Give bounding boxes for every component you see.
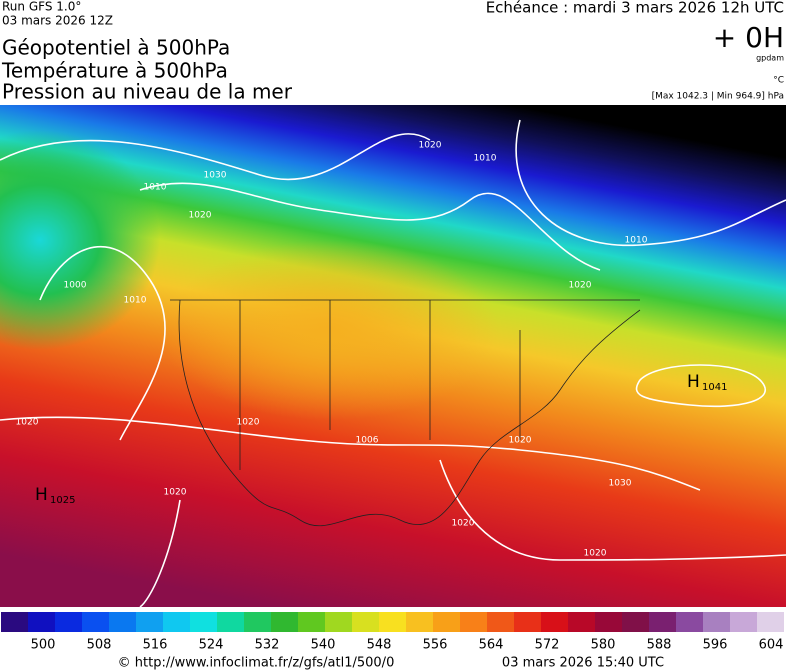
colorbar-swatch — [244, 612, 271, 632]
colorbar-swatch — [649, 612, 676, 632]
colorbar-swatch — [1, 612, 28, 632]
isobar-label: 1020 — [569, 281, 592, 291]
colorbar-swatch — [541, 612, 568, 632]
colorbar-label: 580 — [591, 638, 616, 653]
colorbar-label: 508 — [87, 638, 112, 653]
colorbar-swatch — [55, 612, 82, 632]
isobar-label: 1010 — [625, 236, 648, 246]
colorbar-label: 564 — [479, 638, 504, 653]
colorbar-swatch — [136, 612, 163, 632]
isobar-label: 1020 — [584, 549, 607, 559]
isobar-label: 1020 — [419, 141, 442, 151]
map-labels: 1020 1010 1030 1010 1020 1000 1010 1020 1010 1020… — [16, 141, 728, 559]
colorbar-label: 540 — [311, 638, 336, 653]
unit-temp: °C — [773, 76, 784, 86]
cold-pool — [0, 130, 160, 350]
isobar-label: 1020 — [189, 211, 212, 221]
colorbar-label: 596 — [703, 638, 728, 653]
colorbar-swatch — [217, 612, 244, 632]
pressure-letter: H — [687, 372, 700, 392]
colorbar-swatch — [568, 612, 595, 632]
colorbar-label: 604 — [759, 638, 784, 653]
footer-url: © http://www.infoclimat.fr/z/gfs/atl1/50… — [118, 656, 395, 671]
isobar-label: 1020 — [16, 418, 39, 428]
colorbar-label: 556 — [423, 638, 448, 653]
colorbar-swatch — [28, 612, 55, 632]
pressure-value: 1041 — [702, 382, 727, 393]
colorbar-swatch — [82, 612, 109, 632]
colorbar-swatch — [460, 612, 487, 632]
colorbar-swatch — [676, 612, 703, 632]
title-line: Température à 500hPa — [1, 59, 228, 83]
title-line: Géopotentiel à 500hPa — [2, 36, 230, 60]
colorbar-swatch — [622, 612, 649, 632]
isobar-label: 1000 — [64, 281, 87, 291]
colorbar: 500 508 516 524 532 540 548 556 564 572 580 588 596 6… — [1, 612, 784, 653]
footer-timestamp: 03 mars 2026 15:40 UTC — [502, 656, 664, 671]
colorbar-label: 548 — [367, 638, 392, 653]
colorbar-swatch — [514, 612, 541, 632]
colorbar-label: 532 — [255, 638, 280, 653]
colorbar-swatch — [271, 612, 298, 632]
colorbar-swatch — [109, 612, 136, 632]
isobar-label: 1030 — [609, 479, 632, 489]
colorbar-swatch — [406, 612, 433, 632]
max-min: [Max 1042.3 | Min 964.9] hPa — [652, 92, 784, 102]
colorbar-label: 572 — [535, 638, 560, 653]
map: 1020 1010 1030 1010 1020 1000 1010 1020 1010 1020… — [0, 105, 786, 608]
unit-geo: gpdam — [756, 54, 784, 63]
isobar-label: 1020 — [452, 519, 475, 529]
isobar-label: 1010 — [124, 296, 147, 306]
isobar-label: 1020 — [237, 418, 260, 428]
colorbar-swatch — [757, 612, 784, 632]
colorbar-swatch — [163, 612, 190, 632]
colorbar-label: 500 — [31, 638, 56, 653]
colorbar-swatch — [595, 612, 622, 632]
title-line: Pression au niveau de la mer — [2, 80, 293, 104]
colorbar-swatch — [298, 612, 325, 632]
colorbar-label: 524 — [199, 638, 224, 653]
echeance: Echéance : mardi 3 mars 2026 12h UTC — [486, 0, 784, 17]
colorbar-swatch — [703, 612, 730, 632]
run-date: 03 mars 2026 12Z — [2, 14, 113, 28]
colorbar-swatch — [379, 612, 406, 632]
isobar-label: 1006 — [356, 436, 379, 446]
colorbar-swatch — [730, 612, 757, 632]
pressure-letter: H — [35, 485, 48, 505]
colorbar-label: 588 — [647, 638, 672, 653]
colorbar-label: 516 — [143, 638, 168, 653]
isobar-label: 1020 — [164, 488, 187, 498]
pressure-value: 1025 — [50, 495, 75, 506]
colorbar-swatch — [352, 612, 379, 632]
isobar-label: 1020 — [509, 436, 532, 446]
isobars — [0, 119, 786, 608]
isobar-label: 1030 — [204, 171, 227, 181]
colorbar-swatch — [433, 612, 460, 632]
run: Run GFS 1.0° — [2, 0, 81, 14]
coastlines — [170, 299, 641, 527]
isobar-label: 1010 — [474, 154, 497, 164]
lead-time: + 0H — [713, 21, 784, 54]
isobar-label: 1010 — [144, 183, 167, 193]
colorbar-swatch — [325, 612, 352, 632]
colorbar-swatch — [487, 612, 514, 632]
colorbar-swatch — [190, 612, 217, 632]
